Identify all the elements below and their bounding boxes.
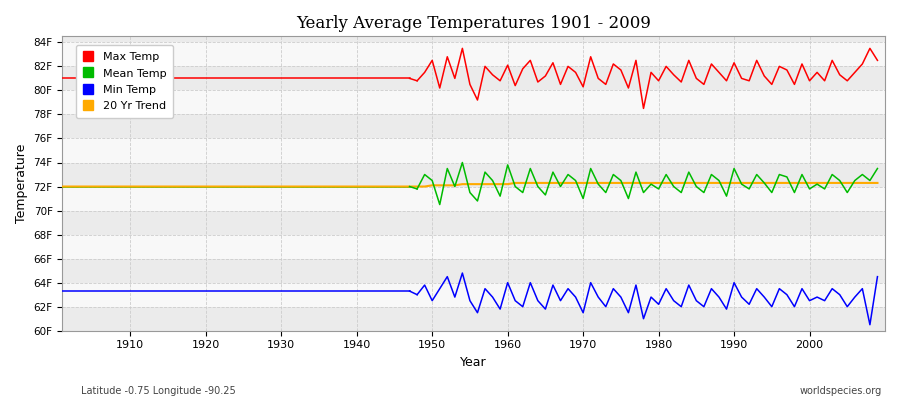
Bar [62, 162, 885, 186]
Text: Latitude -0.75 Longitude -90.25: Latitude -0.75 Longitude -90.25 [81, 386, 236, 396]
Y-axis label: Temperature: Temperature [15, 144, 28, 223]
Bar [62, 234, 885, 259]
Bar [62, 138, 885, 162]
Bar [62, 66, 885, 90]
Bar [62, 186, 885, 210]
Bar [62, 307, 885, 331]
Bar [62, 90, 885, 114]
Bar [62, 114, 885, 138]
Bar [62, 210, 885, 234]
Bar [62, 42, 885, 66]
Bar [62, 18, 885, 42]
Title: Yearly Average Temperatures 1901 - 2009: Yearly Average Temperatures 1901 - 2009 [296, 15, 651, 32]
X-axis label: Year: Year [461, 356, 487, 369]
Legend: Max Temp, Mean Temp, Min Temp, 20 Yr Trend: Max Temp, Mean Temp, Min Temp, 20 Yr Tre… [76, 45, 173, 118]
Text: worldspecies.org: worldspecies.org [800, 386, 882, 396]
Bar [62, 283, 885, 307]
Bar [62, 259, 885, 283]
